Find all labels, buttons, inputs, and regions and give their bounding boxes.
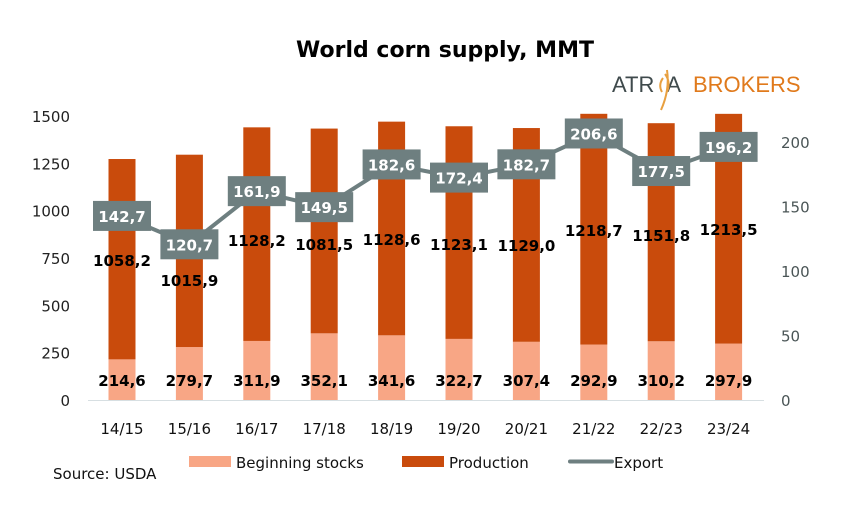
bar-beginning-stocks — [445, 338, 473, 400]
data-label-beginning-stocks: 311,9 — [233, 372, 280, 390]
x-tick-label: 23/24 — [707, 420, 750, 438]
data-label-beginning-stocks: 322,7 — [435, 372, 482, 390]
data-label-beginning-stocks: 279,7 — [166, 372, 213, 390]
export-line — [121, 131, 730, 247]
data-label-production: 1081,5 — [295, 236, 353, 254]
bar-beginning-stocks — [580, 344, 608, 400]
export-label-box — [227, 176, 286, 207]
data-label-production: 1123,1 — [430, 236, 488, 254]
data-label-production: 1015,9 — [160, 272, 218, 290]
legend-swatch-production — [402, 456, 444, 467]
bar-beginning-stocks — [243, 340, 271, 400]
export-label-box — [564, 118, 623, 149]
bar-beginning-stocks — [512, 341, 540, 400]
legend-label-beginning-stocks: Beginning stocks — [236, 454, 364, 472]
x-tick-label: 22/23 — [640, 420, 683, 438]
y-left-tick-label: 500 — [41, 297, 70, 315]
data-label-export: 196,2 — [705, 139, 752, 157]
y-right-tick-label: 200 — [781, 134, 810, 152]
x-tick-label: 16/17 — [235, 420, 278, 438]
bar-beginning-stocks — [647, 341, 675, 400]
data-label-production: 1218,7 — [565, 222, 623, 240]
bar-beginning-stocks — [378, 335, 406, 400]
data-label-beginning-stocks: 341,6 — [368, 372, 415, 390]
logo-text-brokers: BROKERS — [693, 72, 801, 97]
bar-beginning-stocks — [310, 333, 338, 400]
y-left-tick-label: 1250 — [32, 155, 70, 173]
data-label-export: 120,7 — [166, 236, 213, 254]
bar-production — [108, 159, 136, 360]
y-left-tick-label: 1500 — [32, 108, 70, 126]
data-label-beginning-stocks: 297,9 — [705, 372, 752, 390]
export-label-box — [632, 156, 691, 187]
export-label-box — [295, 192, 354, 223]
bar-production — [310, 128, 338, 334]
x-axis: 14/15 15/16 16/17 17/18 18/19 19/20 20/21 21/22… — [100, 420, 750, 438]
bar-production — [445, 126, 473, 339]
x-tick-label: 15/16 — [168, 420, 211, 438]
data-label-production: 1128,2 — [228, 232, 286, 250]
chart-title: World corn supply, MMT — [296, 38, 594, 63]
data-label-beginning-stocks: 307,4 — [503, 372, 550, 390]
export-label-box — [699, 131, 758, 162]
legend-label-production: Production — [449, 454, 529, 472]
wheat-icon — [659, 69, 670, 111]
y-right-tick-label: 150 — [781, 199, 810, 217]
bar-production — [243, 127, 271, 341]
legend-label-export: Export — [614, 454, 663, 472]
bar-production — [580, 113, 608, 345]
export-label-box — [160, 229, 219, 260]
data-label-export: 172,4 — [435, 170, 482, 188]
x-tick-label: 19/20 — [437, 420, 480, 438]
y-left-tick-label: 0 — [60, 392, 70, 410]
data-label-export: 182,7 — [503, 156, 550, 174]
x-tick-label: 14/15 — [100, 420, 143, 438]
data-label-beginning-stocks: 214,6 — [98, 372, 145, 390]
data-label-export: 177,5 — [637, 163, 684, 181]
y-left-tick-label: 750 — [41, 250, 70, 268]
data-label-beginning-stocks: 310,2 — [637, 372, 684, 390]
x-tick-label: 21/22 — [572, 420, 615, 438]
y-right-tick-label: 0 — [781, 392, 791, 410]
data-label-beginning-stocks: 292,9 — [570, 372, 617, 390]
data-label-production: 1058,2 — [93, 252, 151, 270]
legend-swatch-beginning-stocks — [189, 456, 231, 467]
data-label-export: 149,5 — [300, 199, 347, 217]
export-line-path — [121, 131, 730, 247]
y-axis-right: 0 50 100 150 200 — [781, 134, 810, 410]
bar-labels: 214,6 1058,2 279,7 1015,9 311,9 1128,2 352,1 10… — [93, 221, 757, 390]
bar-beginning-stocks — [175, 347, 203, 400]
data-label-production: 1151,8 — [632, 227, 690, 245]
source-note: Source: USDA — [53, 465, 157, 483]
logo: ATR A BROKERS — [612, 69, 801, 111]
bar-beginning-stocks — [715, 343, 743, 400]
data-label-export: 142,7 — [98, 208, 145, 226]
y-left-tick-label: 250 — [41, 345, 70, 363]
export-label-box — [430, 162, 488, 193]
logo-text-atria: ATR A — [612, 72, 681, 97]
data-label-production: 1129,0 — [497, 237, 555, 255]
data-label-production: 1213,5 — [700, 221, 758, 239]
data-label-beginning-stocks: 352,1 — [300, 372, 347, 390]
y-left-tick-label: 1000 — [32, 203, 70, 221]
export-label-box — [93, 200, 151, 231]
export-labels: 142,7 120,7 161,9 149,5 182,6 172,4 182,7 206,6… — [93, 118, 758, 260]
x-tick-label: 17/18 — [303, 420, 346, 438]
data-label-export: 206,6 — [570, 125, 617, 143]
x-tick-label: 18/19 — [370, 420, 413, 438]
y-right-tick-label: 100 — [781, 263, 810, 281]
data-label-export: 182,6 — [368, 156, 415, 174]
bar-beginning-stocks — [108, 359, 136, 400]
y-axis-left: 0 250 500 750 1000 1250 1500 — [32, 108, 70, 410]
export-label-box — [362, 149, 421, 180]
y-right-tick-label: 50 — [781, 328, 800, 346]
x-tick-label: 20/21 — [505, 420, 548, 438]
export-label-box — [497, 149, 556, 180]
data-label-export: 161,9 — [233, 183, 280, 201]
data-label-production: 1128,6 — [363, 231, 421, 249]
legend: Beginning stocks Production Export — [189, 454, 663, 472]
